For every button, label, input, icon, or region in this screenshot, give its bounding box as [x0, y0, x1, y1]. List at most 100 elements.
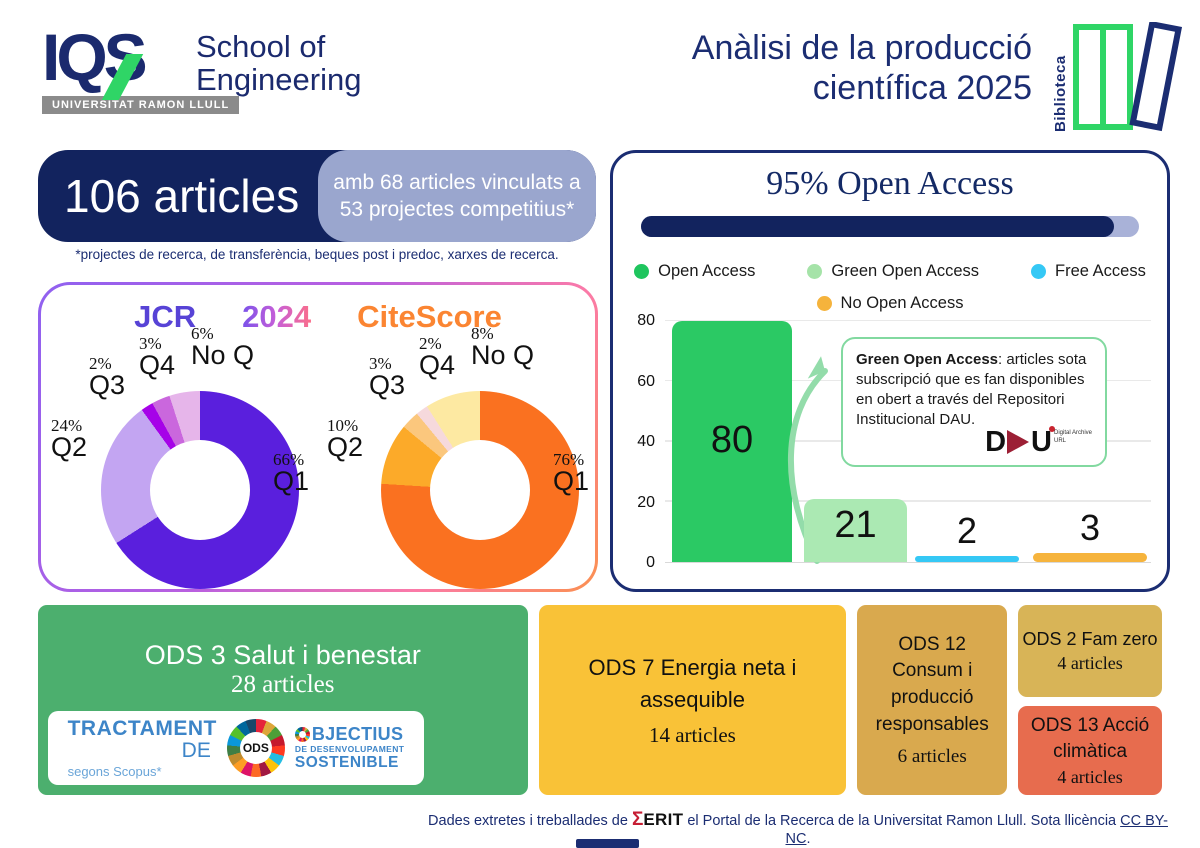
- articles-count: 106 articles: [64, 170, 300, 222]
- ods-13-count: 4 articles: [1057, 766, 1123, 787]
- ods-13-title: ODS 13 Acció climàtica: [1030, 715, 1150, 762]
- legend-free-access: Free Access: [1031, 262, 1146, 281]
- green-open-access-note: Green Open Access: articles sota subscri…: [841, 337, 1107, 468]
- open-access-progress-track: [641, 216, 1139, 237]
- ods-7-count: 14 articles: [648, 723, 736, 748]
- articles-banner: 106 articles amb 68 articles vinculats a…: [38, 150, 596, 242]
- bar-chart-plot-area: Green Open Access: articles sota subscri…: [665, 319, 1151, 564]
- desenvolupament-label: DE DESENVOLUPAMENT: [294, 743, 405, 754]
- bottom-navy-mark: [576, 839, 639, 848]
- note-text: : articles sota subscripció que es fan d…: [856, 351, 1087, 429]
- objectius-block: BJECTIUS DE DESENVOLUPAMENT SOSTENIBLE: [294, 723, 405, 771]
- ods-12-title: ODS 12 Consum i producció responsables: [875, 633, 989, 735]
- dau-triangle-icon: [1007, 430, 1030, 455]
- sdg-wheel-icon: ODS: [226, 719, 285, 777]
- ods-12-count: 6 articles: [897, 746, 967, 768]
- ods-7-box: ODS 7 Energia neta i assequible 14 artic…: [538, 605, 847, 795]
- gridline: [665, 319, 1151, 321]
- footer-text-pre: Dades extretes i treballades de: [428, 813, 628, 829]
- dau-u-letter: U: [1031, 426, 1055, 459]
- green-open-access-dot-icon: [807, 264, 823, 279]
- free-access-dot-icon: [1031, 264, 1047, 279]
- citescore-q4-label: 2% Q4: [419, 334, 456, 381]
- bar-value-label: 21: [834, 503, 877, 546]
- gridline: [665, 500, 1151, 502]
- citescore-q2-label: 10% Q2: [327, 416, 364, 463]
- sostenible-label: SOSTENIBLE: [294, 753, 399, 771]
- legend-no-open-access: No Open Access: [816, 294, 964, 313]
- ods-2-title: ODS 2 Fam zero: [1022, 628, 1158, 649]
- y-tick-label: 0: [646, 554, 655, 571]
- jcr-noq-label: 6% No Q: [191, 324, 255, 371]
- iqs-logo: IQS UNIVERSITAT RAMON LLULL: [42, 24, 240, 114]
- cc-by-nc-link[interactable]: CC BY-NC: [785, 813, 1168, 847]
- legend-green-open-access: Green Open Access: [807, 262, 979, 281]
- citescore-label: CiteScore: [357, 299, 502, 334]
- bar-value-label: 2: [956, 509, 978, 551]
- ods-3-count: 28 articles: [231, 670, 335, 698]
- footer-credits: Dades extretes i treballades de ΣERIT el…: [420, 809, 1176, 847]
- bar-value-label: 80: [710, 418, 754, 461]
- biblioteca-label: Biblioteca: [1052, 55, 1069, 132]
- articles-footnote: *projectes de recerca, de transferència,…: [75, 247, 559, 262]
- legend-label: No Open Access: [840, 294, 964, 312]
- bar-no-open-access: [1033, 552, 1147, 562]
- legend-row-2: No Open Access: [613, 294, 1167, 313]
- ods-section: ODS 3 Salut i benestar 28 articles TRACT…: [38, 605, 1162, 795]
- objectius-label: BJECTIUS: [294, 723, 405, 744]
- footer-period: .: [806, 831, 811, 847]
- school-line1: School of: [196, 29, 326, 64]
- y-tick-label: 80: [637, 312, 655, 329]
- school-of-engineering-label: School of Engineering: [196, 30, 361, 97]
- open-access-dot-icon: [634, 264, 650, 279]
- iqs-wordmark: IQS: [42, 24, 239, 100]
- y-tick-label: 40: [637, 433, 655, 450]
- biblioteca-logo: Biblioteca: [1052, 22, 1182, 132]
- ods-small-column: ODS 2 Fam zero 4 articles ODS 13 Acció c…: [1018, 605, 1162, 795]
- open-access-bar-chart: 0 20 40 60 80 Green Open Access: articles so…: [629, 312, 1153, 571]
- objectius-text: BJECTIUS: [311, 723, 404, 744]
- citescore-noq-label: 8% No Q: [471, 324, 535, 371]
- open-access-panel: 95% Open Access Open Access Green Open A…: [610, 150, 1170, 592]
- legend-label: Open Access: [658, 262, 756, 280]
- y-tick-label: 20: [637, 493, 655, 511]
- no-open-access-dot-icon: [816, 296, 832, 311]
- legend-open-access: Open Access: [634, 262, 755, 281]
- open-access-title: 95% Open Access: [766, 165, 1014, 202]
- ods-12-box: ODS 12 Consum i producció responsables 6…: [857, 605, 1008, 795]
- articles-sub-line2: 53 projectes competitius*: [339, 198, 575, 221]
- legend-row-1: Open Access Green Open Access Free Acces…: [613, 262, 1167, 281]
- jcr-q3-label: 2% Q3: [89, 354, 126, 401]
- ods-13-box: ODS 13 Acció climàtica 4 articles: [1018, 706, 1162, 795]
- dau-u-text: U: [1031, 426, 1052, 459]
- bar-green-open-access: [804, 498, 907, 562]
- merit-sigma-icon: Σ: [631, 809, 644, 830]
- tractament-block: TRACTAMENT DE segons Scopus*: [67, 716, 217, 779]
- bar-value-label: 3: [1079, 506, 1101, 548]
- jcr-label: JCR: [134, 299, 197, 334]
- de-label: DE: [181, 738, 211, 762]
- quartiles-panel: JCR 2024 CiteScore 66% Q1 24% Q2 2% Q3 3% Q4…: [38, 282, 598, 592]
- bar-open-access: [672, 321, 792, 562]
- bar-free-access: [915, 555, 1019, 562]
- ods-3-title: ODS 3 Salut i benestar: [144, 639, 421, 670]
- ods-3-box: ODS 3 Salut i benestar 28 articles TRACT…: [38, 605, 528, 795]
- dau-caption-line1: Digital Archive: [1053, 430, 1092, 437]
- scopus-sdg-badge: TRACTAMENT DE segons Scopus* ODS BJECTIU…: [48, 711, 424, 785]
- ods-7-title: ODS 7 Energia neta i assequible: [588, 654, 797, 712]
- jcr-q4-label: 3% Q4: [139, 334, 176, 381]
- dau-caption-line2: URL: [1053, 437, 1066, 444]
- mini-sdg-wheel-icon: [294, 726, 310, 742]
- footer-text-mid: el Portal de la Recerca de la Universita…: [687, 813, 1117, 829]
- dau-d-letter: D: [985, 426, 1006, 459]
- dau-red-dot-icon: [1048, 426, 1055, 433]
- citescore-q3-label: 3% Q3: [369, 354, 406, 401]
- citescore-donut: [381, 391, 579, 589]
- tractament-label: TRACTAMENT: [67, 716, 217, 740]
- jcr-donut-chart: 66% Q1 24% Q2 2% Q3 3% Q4 6% No Q: [49, 325, 334, 591]
- ods-2-box: ODS 2 Fam zero 4 articles: [1018, 605, 1162, 697]
- ods-wheel-label: ODS: [242, 741, 269, 755]
- legend-label: Green Open Access: [831, 262, 980, 280]
- citescore-q1-label: 76% Q1: [553, 450, 590, 497]
- page-title-line2: científica 2025: [812, 69, 1032, 108]
